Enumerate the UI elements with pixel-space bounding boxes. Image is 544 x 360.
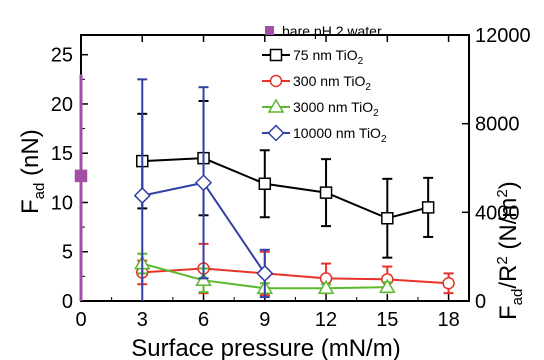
data-point	[442, 277, 455, 290]
right-y-tick-label: 12000	[475, 25, 531, 47]
legend-marker-bare-water	[265, 26, 274, 35]
left-y-tick-label: 15	[51, 143, 73, 165]
series-1	[136, 242, 455, 297]
right-y-label-a-sub: ad	[509, 289, 526, 306]
right-y-label-a: F	[495, 305, 522, 320]
left-y-tick-label: 10	[51, 192, 73, 214]
data-point	[194, 174, 213, 192]
x-axis-label: Surface pressure (mN/m)	[131, 335, 400, 360]
legend-label-main: 3000 nm TiO	[293, 99, 373, 115]
left-y-tick-label: 20	[51, 94, 73, 116]
series-3	[133, 78, 274, 301]
legend-label-main: 300 nm TiO	[293, 73, 365, 89]
data-point	[421, 201, 435, 214]
x-tick-label: 3	[137, 309, 148, 331]
left-y-tick-label: 5	[62, 242, 73, 264]
legend-label-sub: 2	[358, 56, 364, 67]
left-y-tick-label: 0	[62, 291, 73, 313]
x-tick-label: 6	[198, 309, 209, 331]
right-y-label-c: (N/m	[495, 198, 522, 257]
right-y-label-d: )	[495, 181, 522, 189]
left-y-label-main: F	[17, 199, 44, 214]
legend-marker	[269, 48, 283, 62]
legend-entry-2: 3000 nm TiO2	[262, 98, 379, 119]
left-y-label-sub: ad	[31, 183, 48, 200]
legend-label-sub: 2	[381, 134, 387, 145]
x-tick-label: 0	[75, 309, 86, 331]
left-y-tick-label: 25	[51, 45, 73, 67]
right-y-tick-label: 8000	[475, 114, 520, 136]
right-y-label-b-sup: 2	[494, 256, 511, 264]
right-y-label-b: /R	[495, 265, 522, 289]
data-point	[379, 278, 396, 293]
bare-water-point	[74, 169, 88, 183]
x-axis-ticks: 0 3 6 9 12 15 18	[75, 35, 460, 331]
right-y-axis-ticks: 0 4000 8000 12000	[462, 25, 531, 313]
legend-entry-1: 300 nm TiO2	[262, 73, 371, 93]
right-y-tick-label: 0	[475, 291, 486, 313]
legend-marker	[267, 98, 285, 113]
x-tick-label: 9	[259, 309, 270, 331]
data-point	[258, 177, 272, 191]
legend-entry-0: 75 nm TiO2	[262, 47, 364, 67]
legend-label-main: 10000 nm TiO	[293, 125, 381, 141]
right-y-label-c-sup: 2	[494, 189, 511, 197]
legend-label: 300 nm TiO2	[293, 73, 371, 93]
x-tick-label: 15	[376, 309, 398, 331]
legend-label: 3000 nm TiO2	[293, 99, 379, 119]
legend-label-bare-water: bare pH 2 water	[282, 23, 382, 39]
legend-label-main: 75 nm TiO	[293, 47, 358, 63]
legend-entry-3: 10000 nm TiO2	[262, 124, 387, 145]
data-point	[319, 186, 333, 199]
data-marks	[74, 74, 455, 301]
left-y-axis-label: Fad (nN)	[17, 129, 48, 214]
series-line	[142, 267, 449, 285]
right-y-axis-label: Fad/R2 (N/m2)	[494, 181, 526, 320]
right-y-tick-label: 4000	[475, 202, 520, 224]
x-tick-label: 12	[315, 309, 337, 331]
data-point	[256, 264, 274, 282]
left-y-label-unit: (nN)	[17, 129, 44, 182]
x-tick-label: 18	[437, 309, 459, 331]
data-point	[317, 279, 335, 294]
legend-entry-bare-water: bare pH 2 water	[265, 23, 382, 39]
legend-label-sub: 2	[365, 82, 371, 93]
legend-marker	[267, 124, 285, 142]
legend-label-sub: 2	[373, 108, 379, 119]
legend-marker	[269, 74, 283, 88]
data-point	[381, 211, 394, 225]
legend-label: 10000 nm TiO2	[293, 125, 387, 145]
legend-label: 75 nm TiO2	[293, 47, 364, 67]
series-line	[142, 157, 429, 220]
data-point	[133, 187, 151, 205]
